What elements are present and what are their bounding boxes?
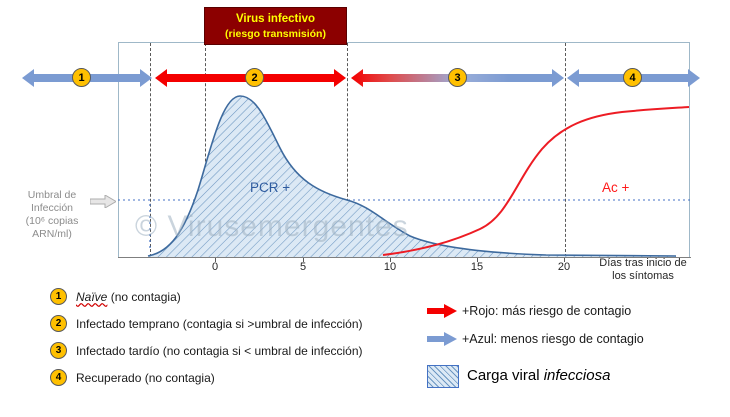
x-tick-label-15: 15 xyxy=(470,261,484,273)
x-tick-20 xyxy=(564,258,565,262)
legend-text-1-rest: (no contagia) xyxy=(107,289,181,304)
phase-1-badge: 1 xyxy=(72,68,91,87)
legend-phase-4: 4 Recuperado (no contagia) xyxy=(50,369,215,386)
legend-phase-1: 1 Naïve (no contagia) xyxy=(50,288,181,305)
red-key-label: +Rojo: más riesgo de contagio xyxy=(462,304,632,318)
legend-text-2: Infectado temprano (contagia si >umbral … xyxy=(76,316,363,331)
legend-badge-3: 3 xyxy=(50,342,67,359)
viral-load-chart xyxy=(118,95,690,257)
legend-text-4: Recuperado (no contagia) xyxy=(76,370,215,385)
legend-text-1: Naïve (no contagia) xyxy=(76,290,181,304)
antibody-positive-label: Ac + xyxy=(602,180,630,195)
phase-divider-line-3 xyxy=(565,43,566,257)
infective-window-start-line xyxy=(205,43,206,257)
x-tick-label-0: 0 xyxy=(211,261,219,273)
antibody-curve xyxy=(382,106,690,256)
watermark: © Virusemergentes xyxy=(135,210,409,243)
legend-phase-2: 2 Infectado temprano (contagia si >umbra… xyxy=(50,315,363,332)
infective-virus-title: Virus infectivo xyxy=(235,13,316,25)
red-arrow-icon xyxy=(427,304,457,318)
infectious-viral-load-label: Carga viral infecciosa xyxy=(467,367,611,384)
naive-word: Naïve xyxy=(76,289,108,304)
infective-virus-subtitle: (riesgo transmisión) xyxy=(225,28,326,40)
infection-threshold-label: Umbral de Infección (10⁶ copias ARN/ml) xyxy=(14,189,90,241)
legend-phase-3: 3 Infectado tardío (no contagia si < umb… xyxy=(50,342,363,359)
legend-text-3: Infectado tardío (no contagia si < umbra… xyxy=(76,343,363,358)
x-tick-10 xyxy=(390,258,391,262)
viral-load-curve xyxy=(147,95,677,257)
phase-divider-line-2 xyxy=(347,43,348,257)
phase-4-badge: 4 xyxy=(623,68,642,87)
x-tick-5 xyxy=(303,258,304,262)
x-tick-label-10: 10 xyxy=(383,261,397,273)
x-tick-15 xyxy=(477,258,478,262)
legend-badge-4: 4 xyxy=(50,369,67,386)
threshold-label-line2: Infección xyxy=(30,202,74,214)
phase-divider-line-1 xyxy=(150,43,151,257)
phase-2-badge: 2 xyxy=(245,68,264,87)
x-tick-label-5: 5 xyxy=(299,261,307,273)
infective-virus-box: Virus infectivo (riesgo transmisión) xyxy=(204,7,347,45)
x-axis-label: Días tras inicio de los síntomas xyxy=(593,257,693,282)
pcr-positive-label: PCR + xyxy=(250,180,291,195)
x-tick-label-20: 20 xyxy=(557,261,571,273)
x-tick-0 xyxy=(215,258,216,262)
phase-3-badge: 3 xyxy=(448,68,467,87)
threshold-label-line3: (10⁶ copias xyxy=(25,215,79,227)
infectious-viral-load-swatch xyxy=(427,365,459,388)
legend-badge-2: 2 xyxy=(50,315,67,332)
blue-key-label: +Azul: menos riesgo de contagio xyxy=(462,332,644,346)
x-axis-line xyxy=(118,257,691,258)
viral-load-area xyxy=(148,96,676,257)
threshold-label-line4: ARN/ml) xyxy=(32,228,72,240)
threshold-label-line1: Umbral de xyxy=(27,189,77,201)
blue-arrow-icon xyxy=(427,332,457,346)
x-axis-label-line2: los síntomas xyxy=(612,269,674,282)
x-axis-label-line1: Días tras inicio de xyxy=(599,257,687,269)
legend-badge-1: 1 xyxy=(50,288,67,305)
threshold-pointer-icon xyxy=(90,195,116,208)
